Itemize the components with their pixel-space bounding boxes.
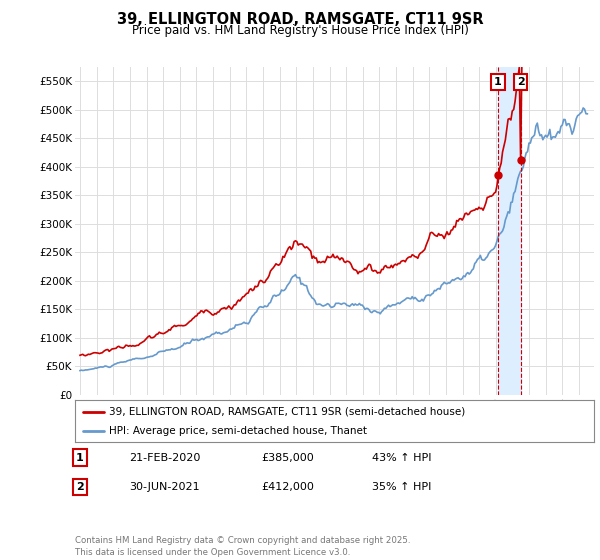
Text: £412,000: £412,000: [261, 482, 314, 492]
Text: HPI: Average price, semi-detached house, Thanet: HPI: Average price, semi-detached house,…: [109, 426, 367, 436]
Text: 1: 1: [494, 77, 502, 87]
Text: 21-FEB-2020: 21-FEB-2020: [129, 452, 200, 463]
Text: £385,000: £385,000: [261, 452, 314, 463]
Text: 35% ↑ HPI: 35% ↑ HPI: [372, 482, 431, 492]
Text: Price paid vs. HM Land Registry's House Price Index (HPI): Price paid vs. HM Land Registry's House …: [131, 24, 469, 38]
Point: [493, 171, 503, 180]
Bar: [498, 67, 521, 395]
Text: 1: 1: [76, 452, 83, 463]
Text: Contains HM Land Registry data © Crown copyright and database right 2025.
This d: Contains HM Land Registry data © Crown c…: [75, 536, 410, 557]
Text: 30-JUN-2021: 30-JUN-2021: [129, 482, 200, 492]
Text: 39, ELLINGTON ROAD, RAMSGATE, CT11 9SR (semi-detached house): 39, ELLINGTON ROAD, RAMSGATE, CT11 9SR (…: [109, 407, 465, 417]
Text: 2: 2: [76, 482, 83, 492]
Text: 39, ELLINGTON ROAD, RAMSGATE, CT11 9SR: 39, ELLINGTON ROAD, RAMSGATE, CT11 9SR: [116, 12, 484, 27]
Text: 43% ↑ HPI: 43% ↑ HPI: [372, 452, 431, 463]
Point: [516, 156, 526, 165]
Text: 2: 2: [517, 77, 524, 87]
